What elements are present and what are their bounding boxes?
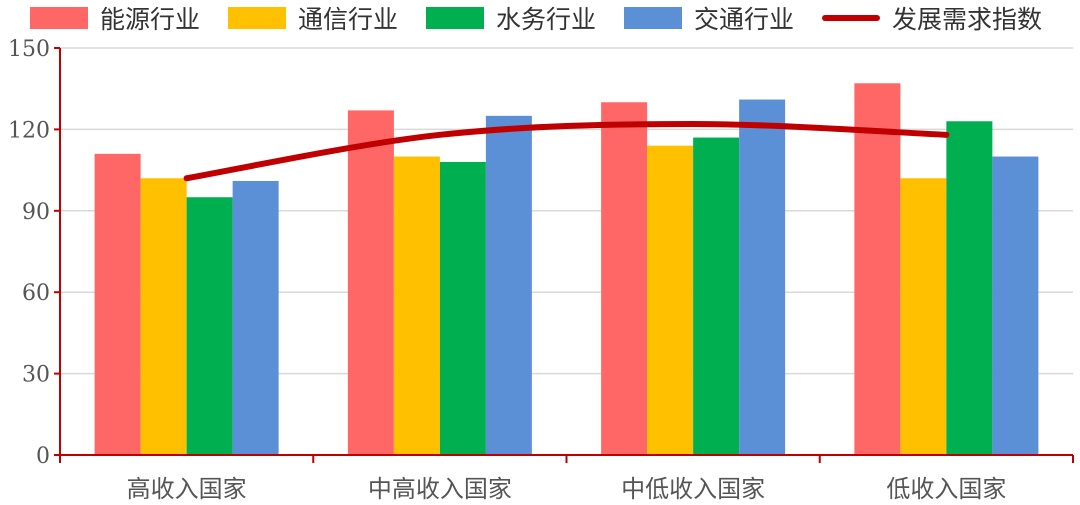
- bar-1-2: [647, 145, 694, 455]
- bar-0-3: [854, 83, 901, 456]
- y-tick-label-0: 0: [36, 444, 50, 469]
- bar-3-0: [232, 180, 279, 455]
- bar-0-1: [347, 110, 394, 455]
- x-tick-label-0: 高收入国家: [127, 475, 247, 503]
- legend-item-energy: 能源行业: [30, 2, 200, 34]
- bar-0-0: [94, 153, 141, 455]
- bar-0-2: [601, 102, 648, 456]
- legend-label-transport: 交通行业: [694, 5, 795, 34]
- legend-swatch-transport: [624, 7, 682, 29]
- bar-2-1: [439, 161, 486, 455]
- legend-swatch-energy: [30, 7, 88, 29]
- legend-line-demand-index: [822, 15, 880, 21]
- legend: 能源行业 通信行业 水务行业 交通行业 发展需求指数: [0, 0, 1080, 36]
- bar-2-2: [693, 137, 740, 456]
- y-tick-label-150: 150: [8, 37, 50, 62]
- y-tick-label-120: 120: [8, 118, 50, 143]
- bar-1-3: [900, 178, 947, 456]
- legend-label-telecom: 通信行业: [298, 5, 399, 34]
- y-tick-label-60: 60: [22, 281, 50, 306]
- legend-item-telecom: 通信行业: [228, 2, 398, 34]
- legend-item-water: 水务行业: [426, 2, 596, 34]
- legend-label-energy: 能源行业: [100, 5, 201, 34]
- legend-item-transport: 交通行业: [624, 2, 794, 34]
- legend-item-demand-index: 发展需求指数: [822, 2, 1042, 34]
- bar-3-2: [739, 99, 786, 455]
- bar-1-1: [393, 156, 440, 456]
- bar-1-0: [140, 178, 187, 456]
- line-series-demand-index: [183, 120, 950, 182]
- legend-swatch-telecom: [228, 7, 286, 29]
- legend-label-water: 水务行业: [496, 5, 597, 34]
- bar-3-3: [992, 156, 1039, 456]
- x-tick-label-1: 中高收入国家: [368, 475, 512, 503]
- x-tick-label-3: 低收入国家: [886, 475, 1006, 503]
- x-tick-label-2: 中低收入国家: [621, 475, 765, 503]
- bar-2-0: [186, 197, 233, 455]
- legend-label-demand-index: 发展需求指数: [892, 5, 1043, 34]
- y-tick-label-90: 90: [22, 200, 50, 225]
- bar-2-3: [946, 121, 993, 455]
- y-tick-label-30: 30: [22, 363, 50, 388]
- bar-3-1: [485, 115, 532, 455]
- legend-swatch-water: [426, 7, 484, 29]
